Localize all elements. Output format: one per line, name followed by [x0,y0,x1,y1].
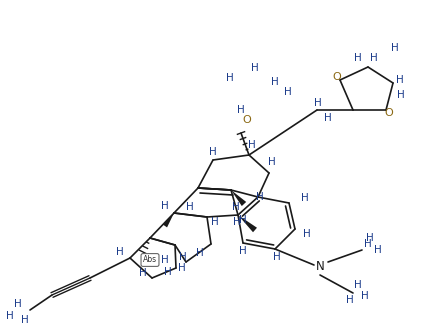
Text: H: H [251,63,258,73]
Text: H: H [161,201,169,211]
Text: H: H [161,255,169,265]
Text: H: H [247,140,255,150]
Text: H: H [179,252,187,262]
Text: N: N [315,261,324,274]
Text: H: H [21,315,29,325]
Text: H: H [369,53,377,63]
Text: H: H [363,239,371,249]
Text: H: H [395,75,403,85]
Text: H: H [390,43,398,53]
Text: H: H [139,268,147,278]
Text: H: H [239,215,246,225]
Text: H: H [300,193,308,203]
Text: H: H [314,98,321,108]
Text: O: O [384,108,392,118]
Text: H: H [373,245,381,255]
Polygon shape [237,215,256,232]
Text: H: H [14,299,22,309]
Text: O: O [332,72,341,82]
Text: H: H [283,87,291,97]
Polygon shape [230,190,246,206]
Text: H: H [239,246,246,256]
Text: H: H [164,267,172,277]
Text: H: H [360,291,368,301]
Text: H: H [302,229,310,239]
Text: H: H [6,311,14,321]
Text: H: H [233,217,240,227]
Text: H: H [272,252,280,262]
Text: H: H [178,263,185,273]
Text: H: H [353,280,361,290]
Text: O: O [242,115,251,125]
Text: H: H [196,248,203,258]
Text: H: H [353,53,361,63]
Text: Abs: Abs [143,256,157,265]
Text: H: H [323,113,331,123]
Text: H: H [186,202,194,212]
Text: H: H [271,77,278,87]
Text: H: H [345,295,353,305]
Text: H: H [365,233,373,243]
Text: H: H [116,247,124,257]
Polygon shape [162,213,173,227]
Text: H: H [396,90,404,100]
Text: H: H [211,217,219,227]
Text: H: H [232,202,239,212]
Text: H: H [255,192,263,202]
Text: H: H [268,157,275,167]
Text: H: H [226,73,233,83]
Text: H: H [208,147,216,157]
Text: H: H [237,105,244,115]
